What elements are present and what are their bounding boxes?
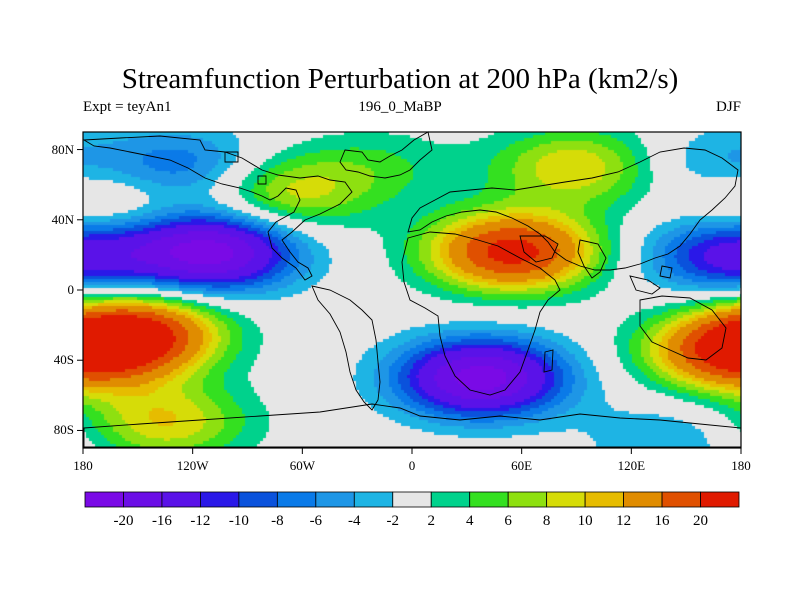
y-tick-label: 80N	[51, 141, 74, 157]
colorbar-label: -12	[190, 513, 211, 529]
colorbar-swatch	[661, 491, 701, 508]
colorbar-swatch	[584, 491, 624, 508]
colorbar-swatch	[546, 491, 586, 508]
colorbar-swatch	[276, 491, 317, 508]
colorbar-label: -10	[228, 513, 249, 529]
colorbar-label: 8	[542, 513, 551, 529]
colorbar-label: 12	[616, 513, 632, 529]
colorbar-label: -2	[386, 513, 400, 529]
colorbar-swatch	[353, 491, 394, 508]
y-tick-label: 40S	[53, 352, 74, 368]
colorbar-swatch	[84, 491, 124, 508]
colorbar-label: 6	[504, 513, 512, 529]
colorbar	[84, 491, 740, 508]
colorbar-label: 4	[465, 513, 474, 529]
coastline	[82, 131, 742, 448]
colorbar-swatch	[123, 491, 163, 508]
streamfunction-field	[83, 132, 741, 448]
x-tick-label: 180	[731, 458, 751, 473]
chart-title: Streamfunction Perturbation at 200 hPa (…	[121, 63, 679, 95]
y-tick-label: 0	[67, 282, 75, 297]
x-tick-label: 0	[408, 458, 416, 473]
x-tick-label: 60W	[289, 458, 315, 473]
colorbar-swatch	[469, 491, 509, 508]
colorbar-swatch	[392, 491, 432, 508]
season-label: DJF	[715, 99, 741, 115]
colorbar-swatch	[200, 491, 240, 508]
colorbar-label: -20	[113, 513, 134, 529]
colorbar-label: 16	[654, 513, 670, 529]
case-label: 196_0_MaBP	[358, 99, 442, 115]
colorbar-swatch	[700, 491, 740, 508]
colorbar-label: 10	[577, 513, 593, 529]
plot-frame	[82, 131, 742, 449]
colorbar-swatch	[507, 491, 548, 508]
colorbar-swatch	[238, 491, 278, 508]
colorbar-swatch	[623, 491, 663, 508]
y-tick-label: 40N	[51, 211, 74, 227]
x-tick-label: 180	[73, 458, 93, 473]
colorbar-swatch	[315, 491, 355, 508]
colorbar-swatch	[430, 491, 471, 508]
y-tick-label: 80S	[53, 422, 74, 438]
colorbar-label: -6	[309, 513, 323, 529]
colorbar-label: -4	[348, 513, 361, 529]
colorbar-label: 2	[427, 513, 435, 529]
x-tick-label: 120W	[176, 458, 209, 473]
axis-ticks	[77, 149, 742, 454]
colorbar-swatch	[161, 491, 201, 508]
colorbar-label: -8	[271, 513, 284, 529]
x-tick-label: 120E	[617, 458, 646, 473]
experiment-label: Expt = teyAn1	[83, 99, 172, 115]
x-tick-label: 60E	[511, 458, 533, 473]
colorbar-label: 20	[693, 513, 709, 529]
colorbar-label: -16	[151, 513, 172, 529]
